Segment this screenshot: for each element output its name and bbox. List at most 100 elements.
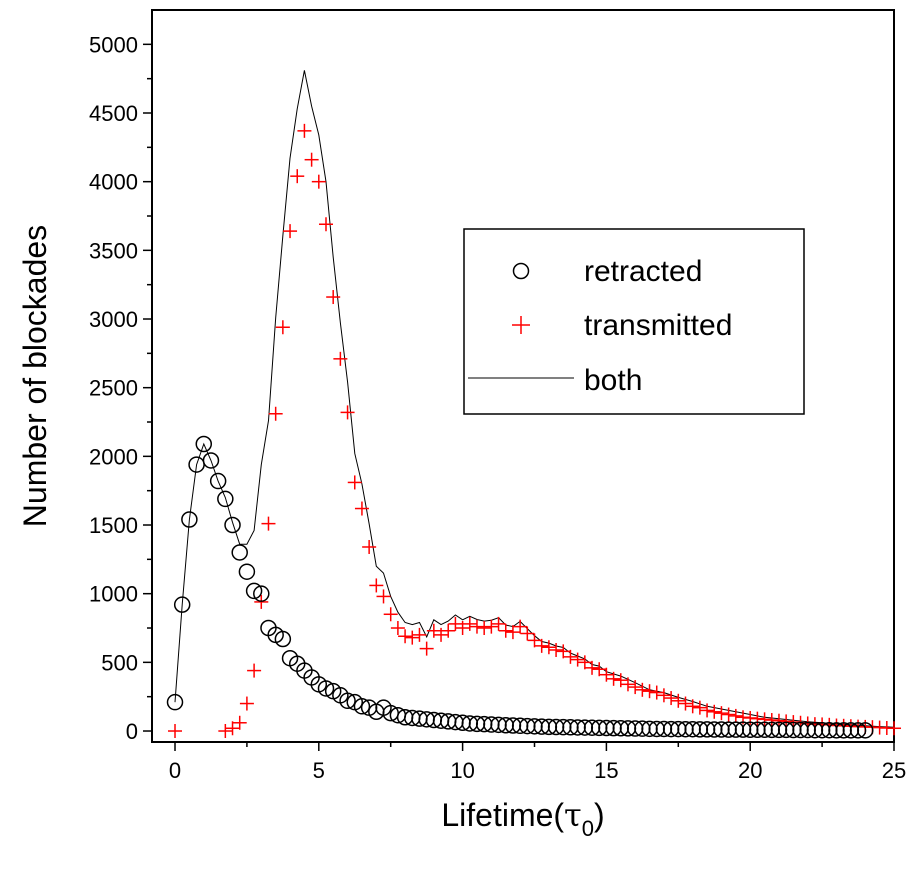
data-point-transmitted [455,621,470,636]
data-point-transmitted [369,578,384,593]
data-point-retracted [217,490,234,508]
data-point-transmitted [635,682,650,697]
data-point-transmitted [620,677,635,692]
data-point-transmitted [656,688,671,703]
data-point-transmitted [628,680,643,695]
data-point-transmitted [362,539,377,554]
data-point-transmitted [570,652,585,667]
x-tick-label: 25 [882,758,906,783]
data-point-transmitted [721,707,736,722]
data-point-transmitted [405,630,420,645]
data-point-retracted [166,693,184,711]
data-point-transmitted [469,619,484,634]
series-line-both [174,70,895,728]
data-point-transmitted [434,627,449,642]
data-point-transmitted [556,644,571,659]
data-point-transmitted [505,625,520,640]
data-point-transmitted [534,638,549,653]
data-point-transmitted [642,684,657,699]
data-point-transmitted [484,619,499,634]
data-point-transmitted [225,721,240,736]
data-point-retracted [195,435,213,453]
data-point-transmitted [592,662,607,677]
data-point-transmitted [218,724,233,739]
y-axis-title: Number of blockades [17,225,53,527]
axes: 0 5 10 15 20 25 0 500 1000 1500 2000 2500 3000 3500 40… [89,32,906,783]
data-point-transmitted [376,589,391,604]
data-point-transmitted [383,607,398,622]
data-point-retracted [274,630,292,648]
legend-label-both: both [584,364,642,397]
data-point-transmitted [613,673,628,688]
data-point-transmitted [664,691,679,706]
data-point-transmitted [649,685,664,700]
x-axis-title-main: Lifetime( [441,797,564,833]
data-point-transmitted [333,351,348,366]
data-point-transmitted [549,642,564,657]
data-point-retracted [856,722,874,739]
data-point-retracted [238,563,256,580]
data-point-transmitted [239,696,254,711]
x-tick-label: 20 [738,758,762,783]
data-point-transmitted [513,619,528,634]
data-point-retracted [849,722,867,739]
data-point-transmitted [426,623,441,638]
data-point-transmitted [419,641,434,656]
legend-marker-retracted [512,262,530,280]
data-point-transmitted [462,616,477,631]
data-point-transmitted [541,640,556,655]
data-point-retracted [353,698,371,715]
data-point-transmitted [268,406,283,421]
legend: retracted transmitted both [463,228,805,415]
data-point-transmitted [520,626,535,641]
data-point-transmitted [326,290,341,305]
x-tick-label: 5 [313,758,325,783]
legend-marker-transmitted [512,316,530,334]
data-point-retracted [202,452,220,469]
data-point-transmitted [527,633,542,648]
y-tick-label: 1000 [89,582,138,607]
data-point-transmitted [606,671,621,686]
data-point-transmitted [340,405,355,420]
data-point-transmitted [441,623,456,638]
data-point-transmitted [707,704,722,719]
data-point-transmitted [678,696,693,711]
data-point-transmitted [261,516,276,531]
data-point-transmitted [311,174,326,189]
data-point-retracted [245,582,263,600]
data-point-transmitted [714,706,729,721]
data-point-transmitted [887,721,901,736]
data-point-transmitted [563,649,578,664]
data-point-transmitted [412,627,427,642]
data-point-transmitted [232,715,247,730]
data-point-transmitted [247,663,262,678]
data-point-retracted [181,511,198,528]
y-tick-label: 4000 [89,170,138,195]
data-point-transmitted [275,320,290,335]
data-point-transmitted [728,708,743,723]
data-point-transmitted [448,616,463,631]
data-point-transmitted [398,629,413,644]
data-point-retracted [231,544,248,561]
data-point-transmitted [692,700,707,715]
data-point-transmitted [297,123,312,138]
data-point-transmitted [354,501,369,516]
y-tick-label: 3500 [89,238,138,263]
data-point-retracted [339,692,356,710]
data-point-transmitted [599,667,614,682]
x-tick-label: 15 [594,758,618,783]
x-axis-title-symbol: τ [564,796,582,834]
data-point-transmitted [585,660,600,675]
data-point-transmitted [168,724,183,739]
legend-label-retracted: retracted [584,255,702,288]
x-axis-title: Lifetime(τ0) [441,796,604,841]
data-point-retracted [317,680,335,697]
data-point-retracted [173,596,191,613]
y-tick-label: 2500 [89,376,138,401]
y-tick-label: 3000 [89,307,138,332]
legend-label-transmitted: transmitted [584,309,732,342]
data-layer [166,70,901,739]
y-tick-label: 2000 [89,444,138,469]
x-tick-label: 0 [169,758,181,783]
